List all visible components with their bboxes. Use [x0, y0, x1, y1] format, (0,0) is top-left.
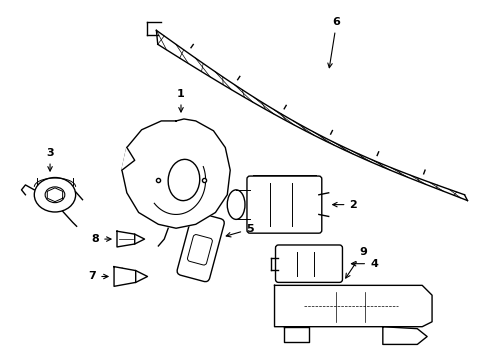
- Polygon shape: [122, 119, 230, 228]
- FancyBboxPatch shape: [275, 245, 342, 282]
- Text: 1: 1: [177, 89, 184, 112]
- Text: 6: 6: [327, 18, 340, 68]
- Polygon shape: [114, 267, 136, 286]
- Text: 5: 5: [226, 224, 253, 237]
- Ellipse shape: [227, 190, 244, 219]
- Text: 3: 3: [46, 148, 54, 171]
- Text: 7: 7: [88, 271, 108, 282]
- Text: 9: 9: [345, 247, 366, 278]
- FancyBboxPatch shape: [177, 212, 224, 282]
- Text: 2: 2: [332, 199, 356, 210]
- FancyBboxPatch shape: [187, 235, 212, 265]
- Polygon shape: [117, 231, 135, 247]
- Text: 8: 8: [91, 234, 111, 244]
- Polygon shape: [135, 234, 144, 244]
- FancyBboxPatch shape: [246, 176, 321, 233]
- Polygon shape: [122, 148, 135, 170]
- Polygon shape: [284, 327, 308, 342]
- Polygon shape: [274, 285, 431, 327]
- Polygon shape: [136, 271, 147, 282]
- Text: 4: 4: [351, 259, 377, 269]
- Polygon shape: [382, 327, 426, 345]
